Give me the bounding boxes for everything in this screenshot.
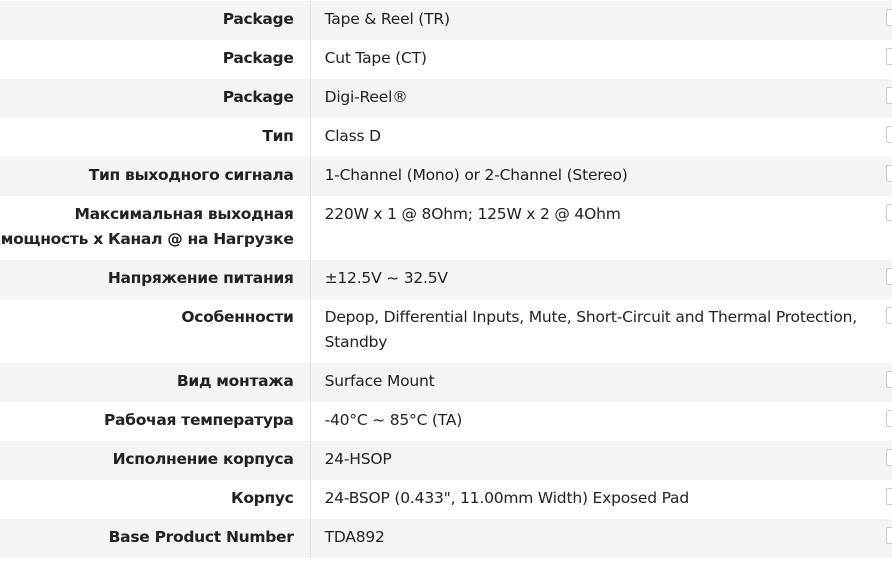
attribute-checkbox[interactable] xyxy=(886,371,892,388)
attribute-row: Корпус 24-BSOP (0.433", 11.00mm Width) E… xyxy=(0,480,892,519)
attribute-checkbox[interactable] xyxy=(886,165,892,182)
attribute-row: Исполнение корпуса 24-HSOP xyxy=(0,441,892,480)
attribute-value: Class D xyxy=(324,127,381,145)
attribute-label: Package xyxy=(0,1,311,40)
attribute-label: Исполнение корпуса xyxy=(0,441,311,480)
attribute-row: Вид монтажа Surface Mount xyxy=(0,363,892,402)
attribute-value: 220W x 1 @ 8Ohm; 125W x 2 @ 4Ohm xyxy=(324,205,621,223)
attribute-value: Digi-Reel® xyxy=(324,88,408,106)
attribute-checkbox[interactable] xyxy=(886,126,892,143)
attribute-label: Особенности xyxy=(0,299,311,363)
attribute-value: Tape & Reel (TR) xyxy=(324,10,450,28)
attribute-label: Напряжение питания xyxy=(0,260,311,299)
attribute-value: 24-HSOP xyxy=(324,450,392,468)
attribute-checkbox[interactable] xyxy=(886,204,892,221)
attribute-value: Cut Tape (CT) xyxy=(324,49,427,67)
attribute-row: Тип выходного сигнала 1-Channel (Mono) o… xyxy=(0,157,892,196)
attribute-row: Package Tape & Reel (TR) xyxy=(0,1,892,40)
attribute-checkbox[interactable] xyxy=(886,268,892,285)
attribute-row: Тип Class D xyxy=(0,118,892,157)
attribute-row: Package Digi-Reel® xyxy=(0,79,892,118)
attribute-row: Base Product Number TDA892 xyxy=(0,519,892,558)
attribute-value: Surface Mount xyxy=(324,372,435,390)
attribute-label: Максимальная выходная мощность x Канал @… xyxy=(0,196,311,260)
attribute-row: Package Cut Tape (CT) xyxy=(0,40,892,79)
attribute-label: Корпус xyxy=(0,480,311,519)
attribute-checkbox[interactable] xyxy=(886,488,892,505)
attribute-label: Рабочая температура xyxy=(0,402,311,441)
attribute-label: Package xyxy=(0,79,311,118)
attribute-checkbox[interactable] xyxy=(886,527,892,544)
attribute-checkbox[interactable] xyxy=(886,307,892,324)
attribute-value: Depop, Differential Inputs, Mute, Short-… xyxy=(324,308,858,351)
attribute-label: Вид монтажа xyxy=(0,363,311,402)
attribute-value: 24-BSOP (0.433", 11.00mm Width) Exposed … xyxy=(324,489,690,507)
attribute-value: -40°C ~ 85°C (TA) xyxy=(324,411,463,429)
attribute-label: Package xyxy=(0,40,311,79)
attribute-checkbox[interactable] xyxy=(886,87,892,104)
attribute-checkbox[interactable] xyxy=(886,410,892,427)
attribute-checkbox[interactable] xyxy=(886,449,892,466)
attribute-label: Тип xyxy=(0,118,311,157)
attribute-row: Особенности Depop, Differential Inputs, … xyxy=(0,299,892,363)
attribute-row: Напряжение питания ±12.5V ~ 32.5V xyxy=(0,260,892,299)
attribute-row: Рабочая температура -40°C ~ 85°C (TA) xyxy=(0,402,892,441)
attribute-label: Base Product Number xyxy=(0,519,311,558)
attribute-value: TDA892 xyxy=(324,528,385,546)
attribute-checkbox[interactable] xyxy=(886,9,892,26)
attribute-checkbox[interactable] xyxy=(886,48,892,65)
attribute-value: ±12.5V ~ 32.5V xyxy=(324,269,448,287)
attribute-value: 1-Channel (Mono) or 2-Channel (Stereo) xyxy=(324,166,628,184)
attribute-label: Тип выходного сигнала xyxy=(0,157,311,196)
attribute-row: Максимальная выходная мощность x Канал @… xyxy=(0,196,892,260)
